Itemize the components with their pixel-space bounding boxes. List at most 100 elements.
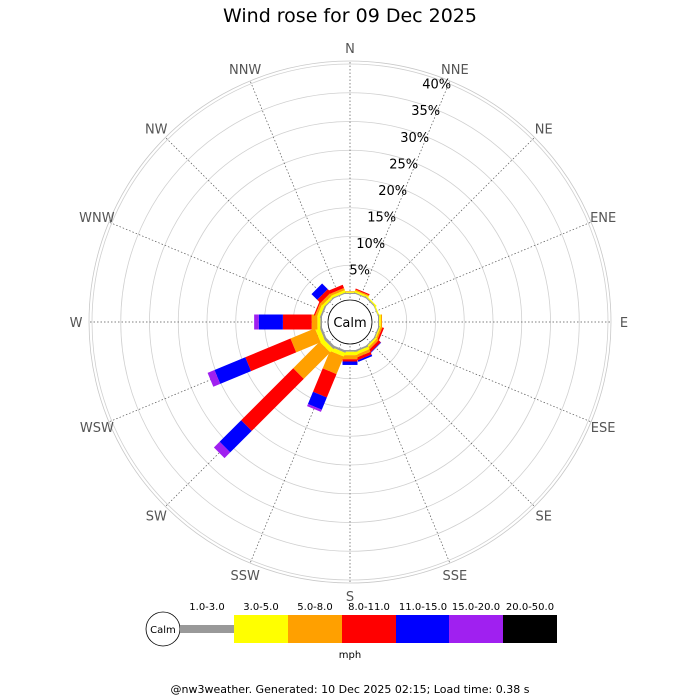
grid-spoke — [372, 221, 592, 314]
bar-nw-bin-3 — [317, 289, 332, 304]
bar-nne-bin-3 — [355, 288, 370, 296]
grid-spoke — [358, 344, 451, 564]
bar-sse-bin-3 — [356, 351, 372, 361]
direction-label-w: W — [70, 316, 83, 331]
bar-ssw-bin-4 — [307, 391, 327, 410]
legend-swatch-1 — [234, 615, 288, 643]
bar-wsw-bin-1 — [314, 326, 325, 343]
grid-spoke — [108, 221, 328, 314]
radial-tick-label: 10% — [356, 237, 385, 252]
bar-sse-bin-2 — [355, 349, 371, 358]
legend-swatch-2 — [288, 615, 342, 643]
wind-bars — [207, 283, 385, 459]
bar-n-bin-0 — [342, 292, 358, 294]
direction-label-sw: SW — [146, 510, 167, 525]
speed-legend: Calm 1.0-3.0 3.0-5.0 5.0-8.0 8.0-11.0 11.0-15… — [145, 602, 557, 661]
bar-w-bin-2 — [311, 314, 318, 330]
grid-ring — [91, 63, 609, 581]
bar-ese-bin-1 — [374, 326, 381, 341]
legend-calm-label: Calm — [150, 625, 176, 636]
grid-ring — [235, 207, 465, 437]
bar-se-bin-2 — [366, 338, 379, 351]
bar-w-bin-4 — [258, 314, 283, 330]
bar-ne-bin-0 — [364, 296, 376, 308]
bar-w-bin-0 — [320, 314, 322, 330]
direction-label-nne: NNE — [441, 63, 469, 78]
footer-text: @nw3weather. Generated: 10 Dec 2025 02:1… — [170, 683, 530, 696]
direction-label-sse: SSE — [442, 569, 467, 584]
legend-swatch-4 — [396, 615, 450, 643]
bar-w-bin-3 — [282, 314, 312, 330]
grid-ring — [120, 92, 580, 552]
bar-nnw-bin-3 — [328, 284, 345, 294]
bar-wsw-bin-2 — [290, 328, 321, 353]
radial-tick-label: 30% — [400, 131, 429, 146]
direction-label-e: E — [620, 316, 628, 331]
bar-nw-bin-0 — [324, 296, 336, 308]
bar-nnw-bin-1 — [331, 290, 346, 298]
grid-spoke — [366, 338, 535, 507]
direction-label-n: N — [345, 42, 355, 57]
legend-swatch-0 — [180, 625, 234, 633]
grid-spoke — [249, 80, 342, 300]
bar-wsw-bin-5 — [207, 370, 221, 387]
bar-nw-bin-4 — [311, 283, 328, 300]
bar-wsw-bin-4 — [214, 357, 252, 384]
grid-spoke — [165, 137, 334, 306]
bar-w-bin-5 — [254, 314, 259, 330]
bar-sw-bin-1 — [319, 338, 334, 353]
radial-tick-label: 20% — [378, 184, 407, 199]
grid-spoke — [372, 330, 592, 423]
bar-nw-bin-2 — [320, 292, 334, 306]
bar-n-bin-2 — [342, 291, 358, 292]
bar-s-bin-3 — [342, 359, 358, 362]
legend-swatch-5 — [449, 615, 503, 643]
bar-wnw-bin-2 — [314, 301, 323, 317]
legend-bin-label: 15.0-20.0 — [452, 602, 500, 613]
bar-ese-bin-0 — [373, 325, 380, 341]
bar-nnw-bin-0 — [331, 292, 347, 299]
radial-tick-labels: 5% 10% 15% 20% 25% 30% 35% 40% — [349, 78, 451, 279]
legend-bin-label: 20.0-50.0 — [506, 602, 554, 613]
calm-label: Calm — [333, 316, 366, 331]
direction-label-ssw: SSW — [230, 569, 260, 584]
bar-sse-bin-1 — [354, 346, 370, 355]
bar-nnw-bin-2 — [330, 287, 345, 296]
bar-ese-bin-3 — [376, 327, 385, 342]
legend-bin-label: 11.0-15.0 — [399, 602, 447, 613]
bar-wnw-bin-1 — [317, 302, 326, 318]
radial-tick-label: 35% — [411, 104, 440, 119]
chart-title: Wind rose for 09 Dec 2025 — [223, 5, 477, 27]
direction-label-se: SE — [536, 510, 552, 525]
calm-center: Calm — [327, 299, 373, 345]
bar-s-bin-4 — [342, 361, 358, 365]
bar-wsw-bin-3 — [245, 338, 297, 372]
bar-ssw-bin-5 — [307, 403, 322, 412]
bar-sw-bin-4 — [219, 420, 252, 453]
direction-label-ene: ENE — [590, 211, 616, 226]
radial-tick-label: 40% — [422, 78, 451, 93]
direction-label-nw: NW — [145, 122, 168, 137]
bar-nne-bin-2 — [354, 289, 370, 297]
bar-e-bin-0 — [378, 314, 380, 330]
legend-bin-label: 8.0-11.0 — [348, 602, 390, 613]
bar-ne-bin-1 — [365, 295, 377, 307]
bar-nw-bin-1 — [322, 294, 335, 307]
direction-label-s: S — [346, 590, 354, 605]
bar-se-bin-1 — [365, 337, 378, 350]
radial-tick-label: 15% — [367, 210, 396, 225]
bar-sw-bin-3 — [241, 368, 304, 431]
direction-label-wsw: WSW — [80, 421, 114, 436]
bar-wnw-bin-3 — [313, 301, 321, 316]
calm-circle — [327, 299, 373, 345]
bar-ene-bin-1 — [373, 303, 381, 318]
legend-swatch-3 — [342, 615, 396, 643]
radial-tick-label: 5% — [349, 264, 370, 279]
bar-se-bin-4 — [370, 342, 382, 354]
legend-swatch-6 — [503, 615, 557, 643]
bar-ssw-bin-2 — [322, 350, 344, 375]
bar-w-bin-1 — [317, 314, 321, 330]
bar-e-bin-1 — [379, 314, 381, 330]
bar-sse-bin-4 — [357, 354, 373, 362]
